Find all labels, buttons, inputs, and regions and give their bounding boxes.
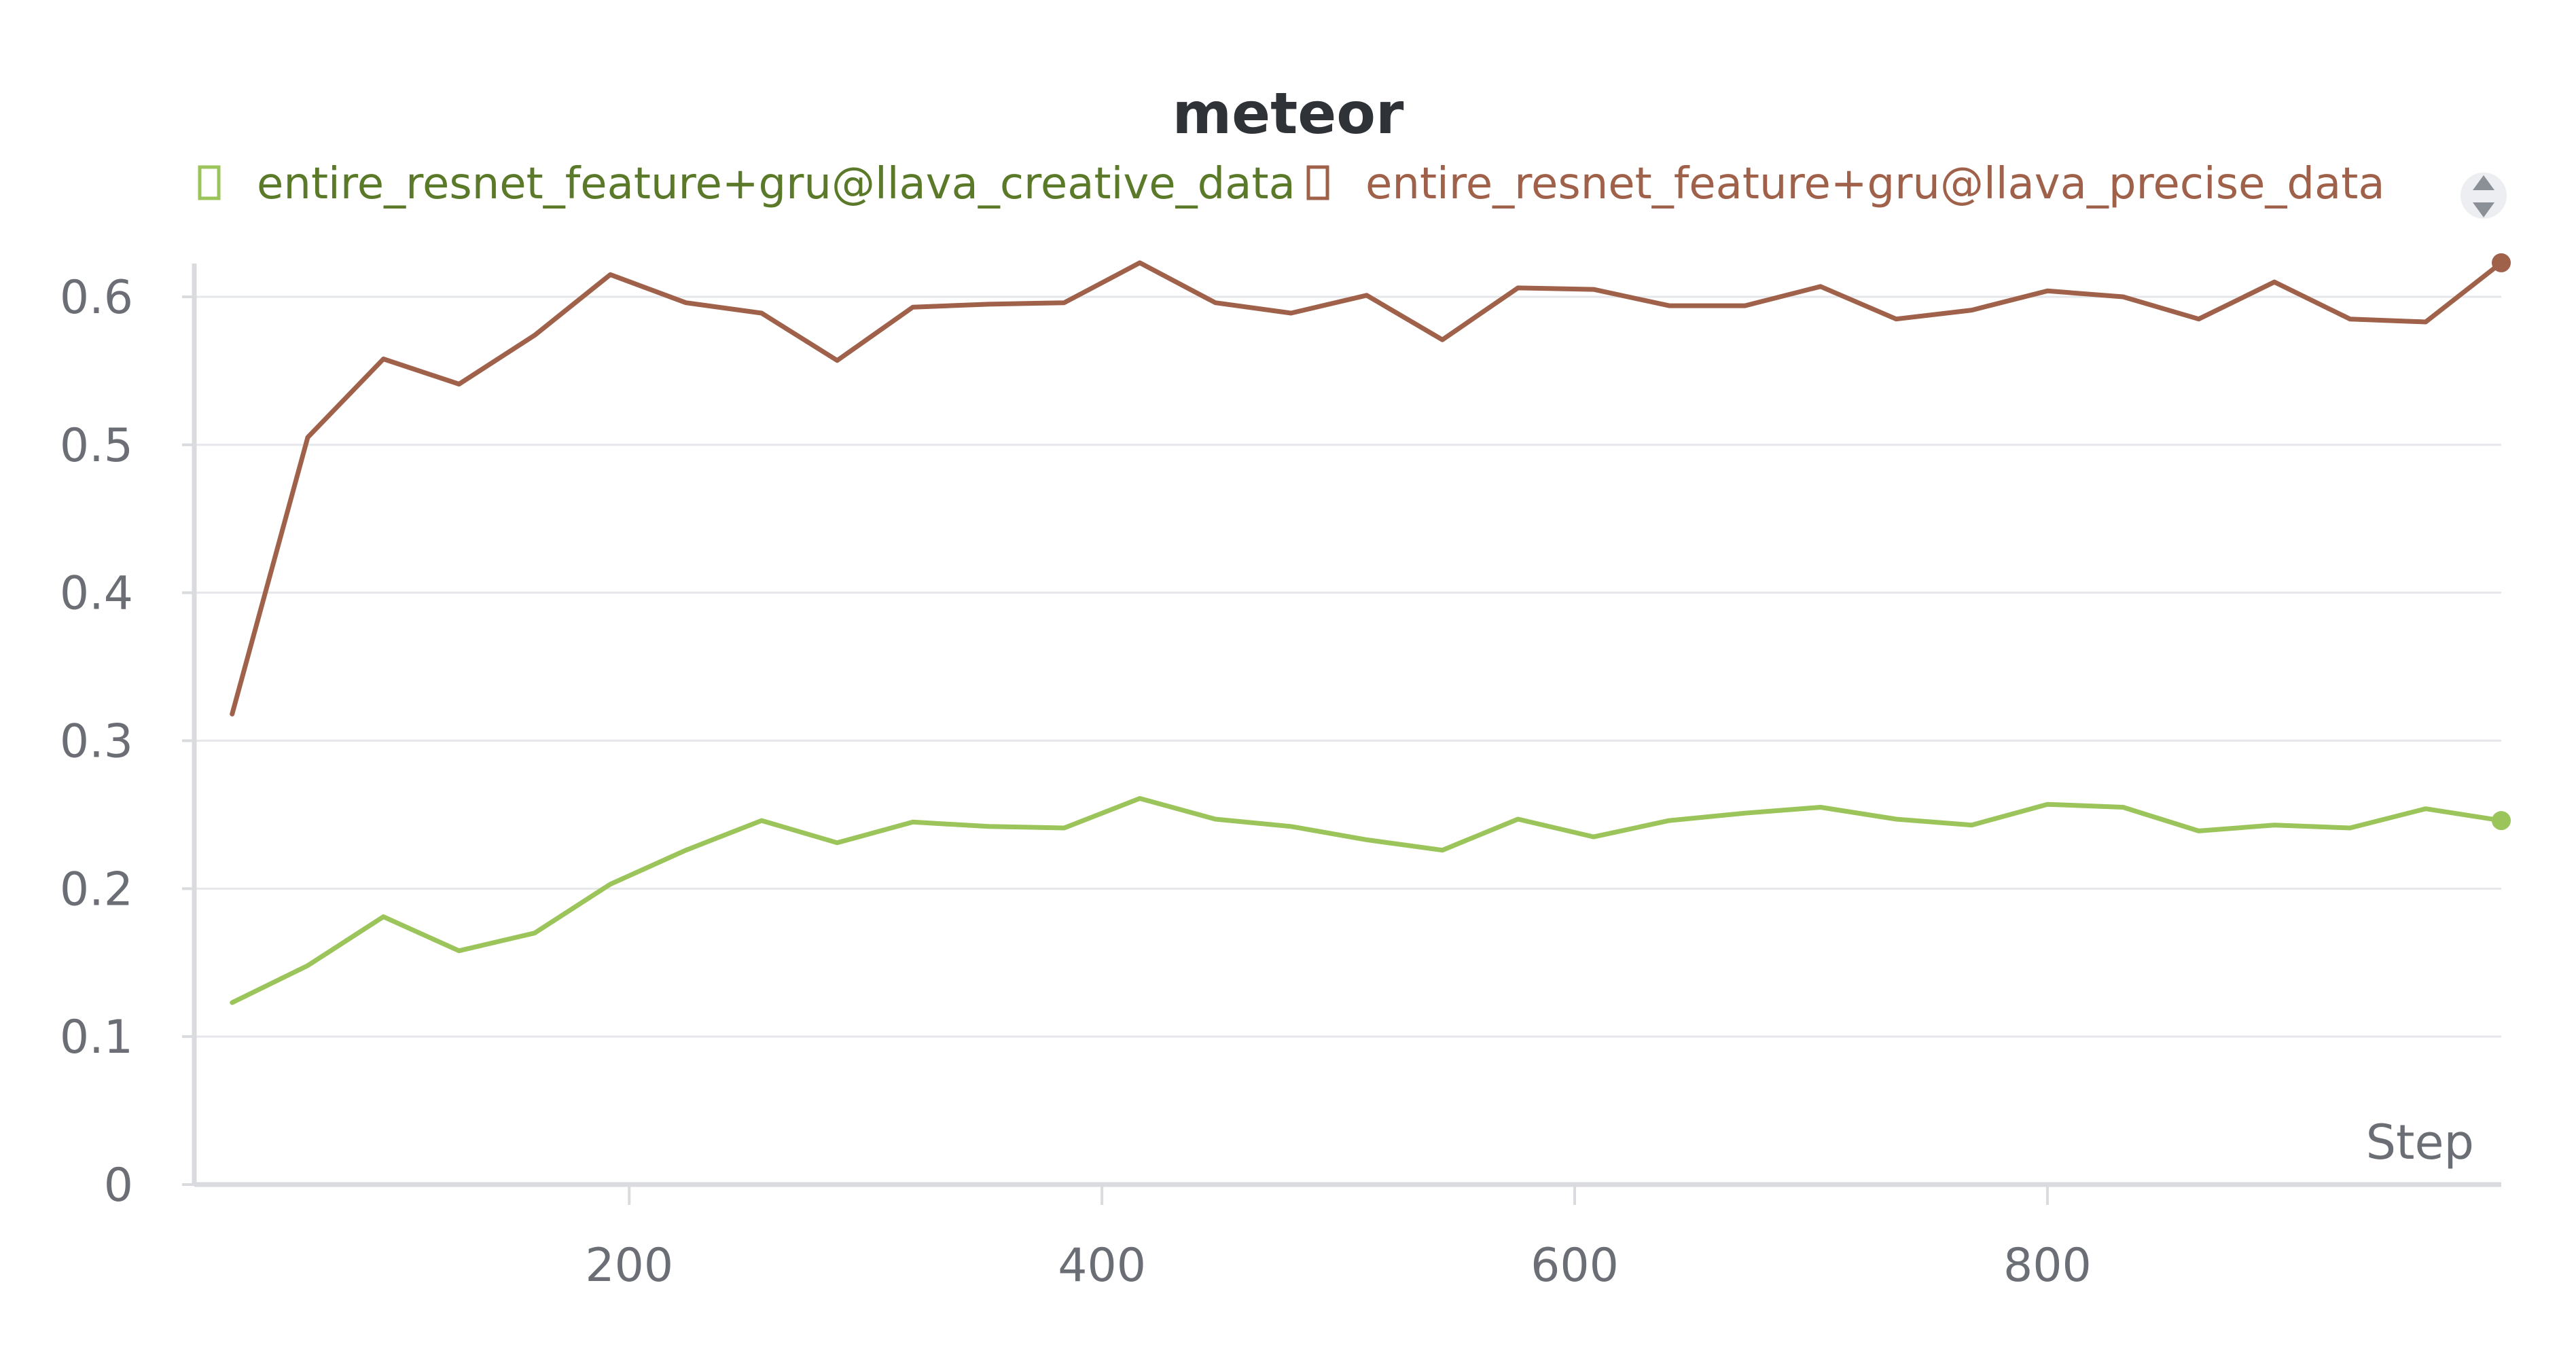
series-group — [230, 796, 2511, 1005]
chevron-down-icon[interactable] — [2473, 202, 2494, 217]
y-tick-label: 0.3 — [60, 715, 133, 769]
x-axis-title: Step — [2366, 1115, 2474, 1170]
legend-label[interactable]: entire_resnet_feature+gru@llava_creative… — [257, 159, 1295, 209]
y-axis-ticks: 0 0.1 0.2 0.3 0.4 0.5 0.6 — [60, 271, 194, 1212]
legend: entire_resnet_feature+gru@llava_creative… — [198, 159, 2385, 209]
y-tick-label: 0.2 — [60, 863, 133, 916]
x-tick-label: 400 — [1058, 1239, 1146, 1293]
x-tick-label: 800 — [2003, 1239, 2092, 1293]
legend-item[interactable]: entire_resnet_feature+gru@llava_creative… — [198, 159, 1295, 209]
series-end-point[interactable] — [2492, 811, 2511, 831]
chevron-up-icon[interactable] — [2473, 175, 2494, 190]
x-axis-ticks: 200 400 600 800 — [585, 1185, 2092, 1293]
series-line[interactable] — [230, 796, 2504, 1005]
axes — [192, 264, 2501, 1187]
x-tick-label: 600 — [1531, 1239, 1619, 1293]
series-layer — [230, 253, 2511, 1005]
legend-swatch[interactable] — [1306, 165, 1329, 200]
chart-title: meteor — [1173, 80, 1404, 147]
legend-swatch[interactable] — [198, 165, 221, 200]
x-tick-label: 200 — [585, 1239, 673, 1293]
series-line[interactable] — [230, 260, 2504, 717]
legend-label[interactable]: entire_resnet_feature+gru@llava_precise_… — [1365, 159, 2385, 209]
y-tick-label: 0.6 — [60, 271, 133, 325]
series-end-point[interactable] — [2492, 253, 2511, 272]
gridlines — [194, 295, 2501, 1038]
legend-scroll-control[interactable] — [2461, 173, 2507, 219]
y-tick-label: 0 — [104, 1159, 133, 1212]
legend-item[interactable]: entire_resnet_feature+gru@llava_precise_… — [1306, 159, 2385, 209]
series-group — [230, 253, 2511, 717]
legend-scroll-background[interactable] — [2461, 173, 2507, 219]
y-tick-label: 0.5 — [60, 419, 133, 473]
y-tick-label: 0.4 — [60, 567, 133, 621]
y-tick-label: 0.1 — [60, 1011, 133, 1064]
